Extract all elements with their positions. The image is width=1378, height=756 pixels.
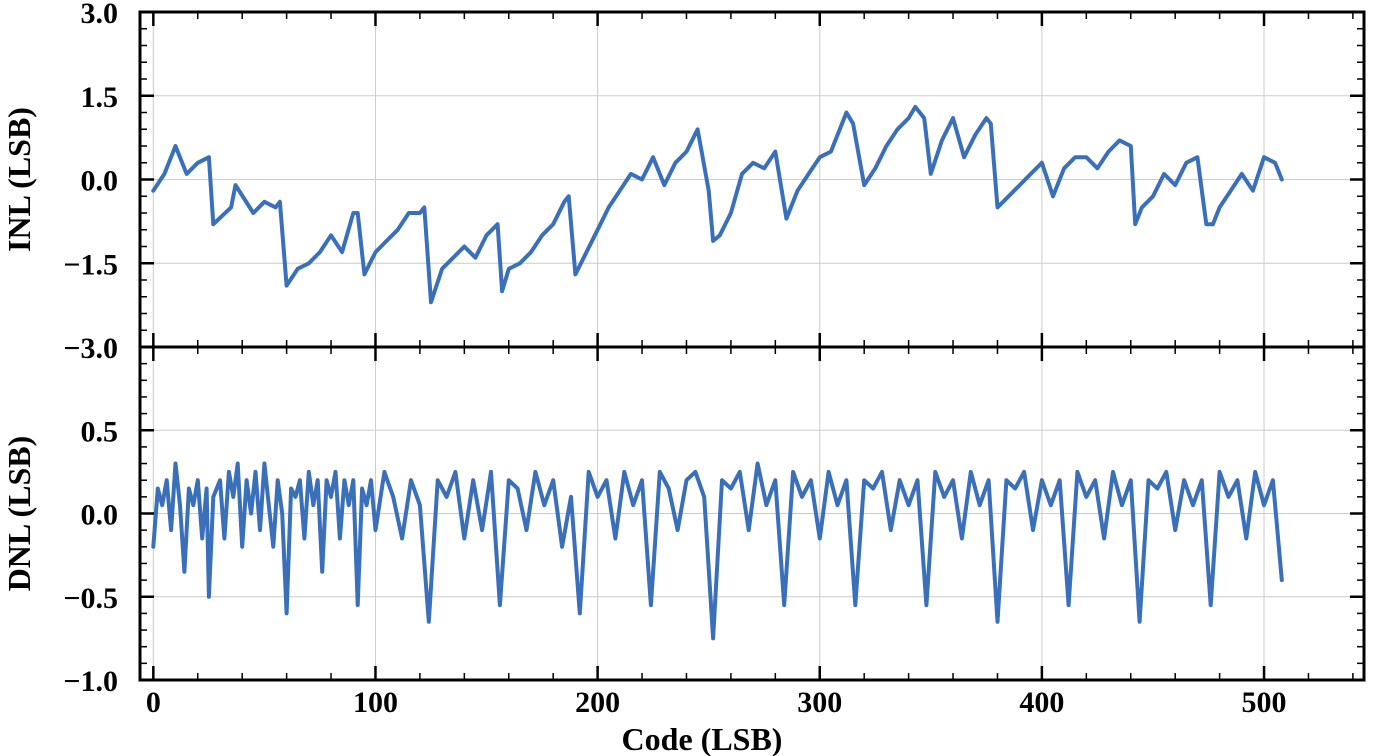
dnl-y-tick-label: −0.5 (63, 582, 118, 615)
inl-y-axis-label: INL (LSB) (1, 107, 37, 252)
x-tick-label: 400 (1019, 686, 1064, 719)
inl-y-tick-label: −3.0 (63, 332, 118, 365)
x-tick-label: 100 (353, 686, 398, 719)
x-tick-label: 200 (575, 686, 620, 719)
dnl-y-axis-label: DNL (LSB) (1, 436, 37, 592)
dnl-y-tick-label: 0.5 (81, 415, 119, 448)
x-tick-label: 500 (1242, 686, 1287, 719)
dnl-series-line (151, 461, 1284, 641)
x-tick-label: 300 (797, 686, 842, 719)
inl-y-tick-label: 0.0 (81, 165, 119, 198)
inl-series-line (151, 104, 1284, 305)
inl-y-tick-label: 1.5 (81, 81, 119, 114)
x-axis-label: Code (LSB) (622, 721, 783, 756)
dnl-y-tick-label: 0.0 (81, 499, 119, 532)
dnl-y-tick-label: −1.0 (63, 665, 118, 698)
dnl-frame (138, 345, 1366, 682)
inl-y-tick-label: 3.0 (81, 0, 119, 30)
inl-y-tick-label: −1.5 (63, 248, 118, 281)
x-tick-label: 0 (146, 686, 161, 719)
